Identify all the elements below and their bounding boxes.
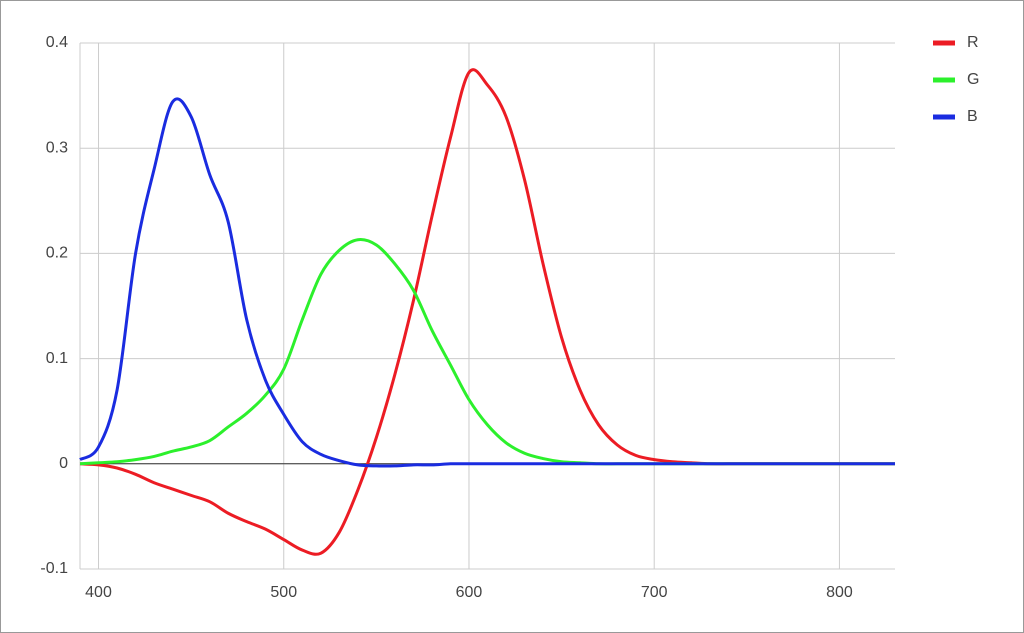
- y-tick-label: 0.3: [46, 139, 68, 156]
- x-tick-label: 400: [85, 584, 112, 601]
- x-tick-label: 600: [456, 584, 483, 601]
- y-tick-label: 0: [59, 455, 68, 472]
- legend-label: B: [967, 108, 978, 125]
- y-tick-label: 0.4: [46, 34, 68, 51]
- x-tick-label: 500: [270, 584, 297, 601]
- x-tick-label: 700: [641, 584, 668, 601]
- legend-label: G: [967, 71, 979, 88]
- y-tick-label: 0.1: [46, 350, 68, 367]
- series-line: [79, 97, 895, 468]
- y-tick-label: -0.1: [40, 560, 68, 577]
- legend-label: R: [967, 34, 979, 51]
- x-tick-label: 800: [826, 584, 853, 601]
- y-tick-label: 0.2: [46, 245, 68, 262]
